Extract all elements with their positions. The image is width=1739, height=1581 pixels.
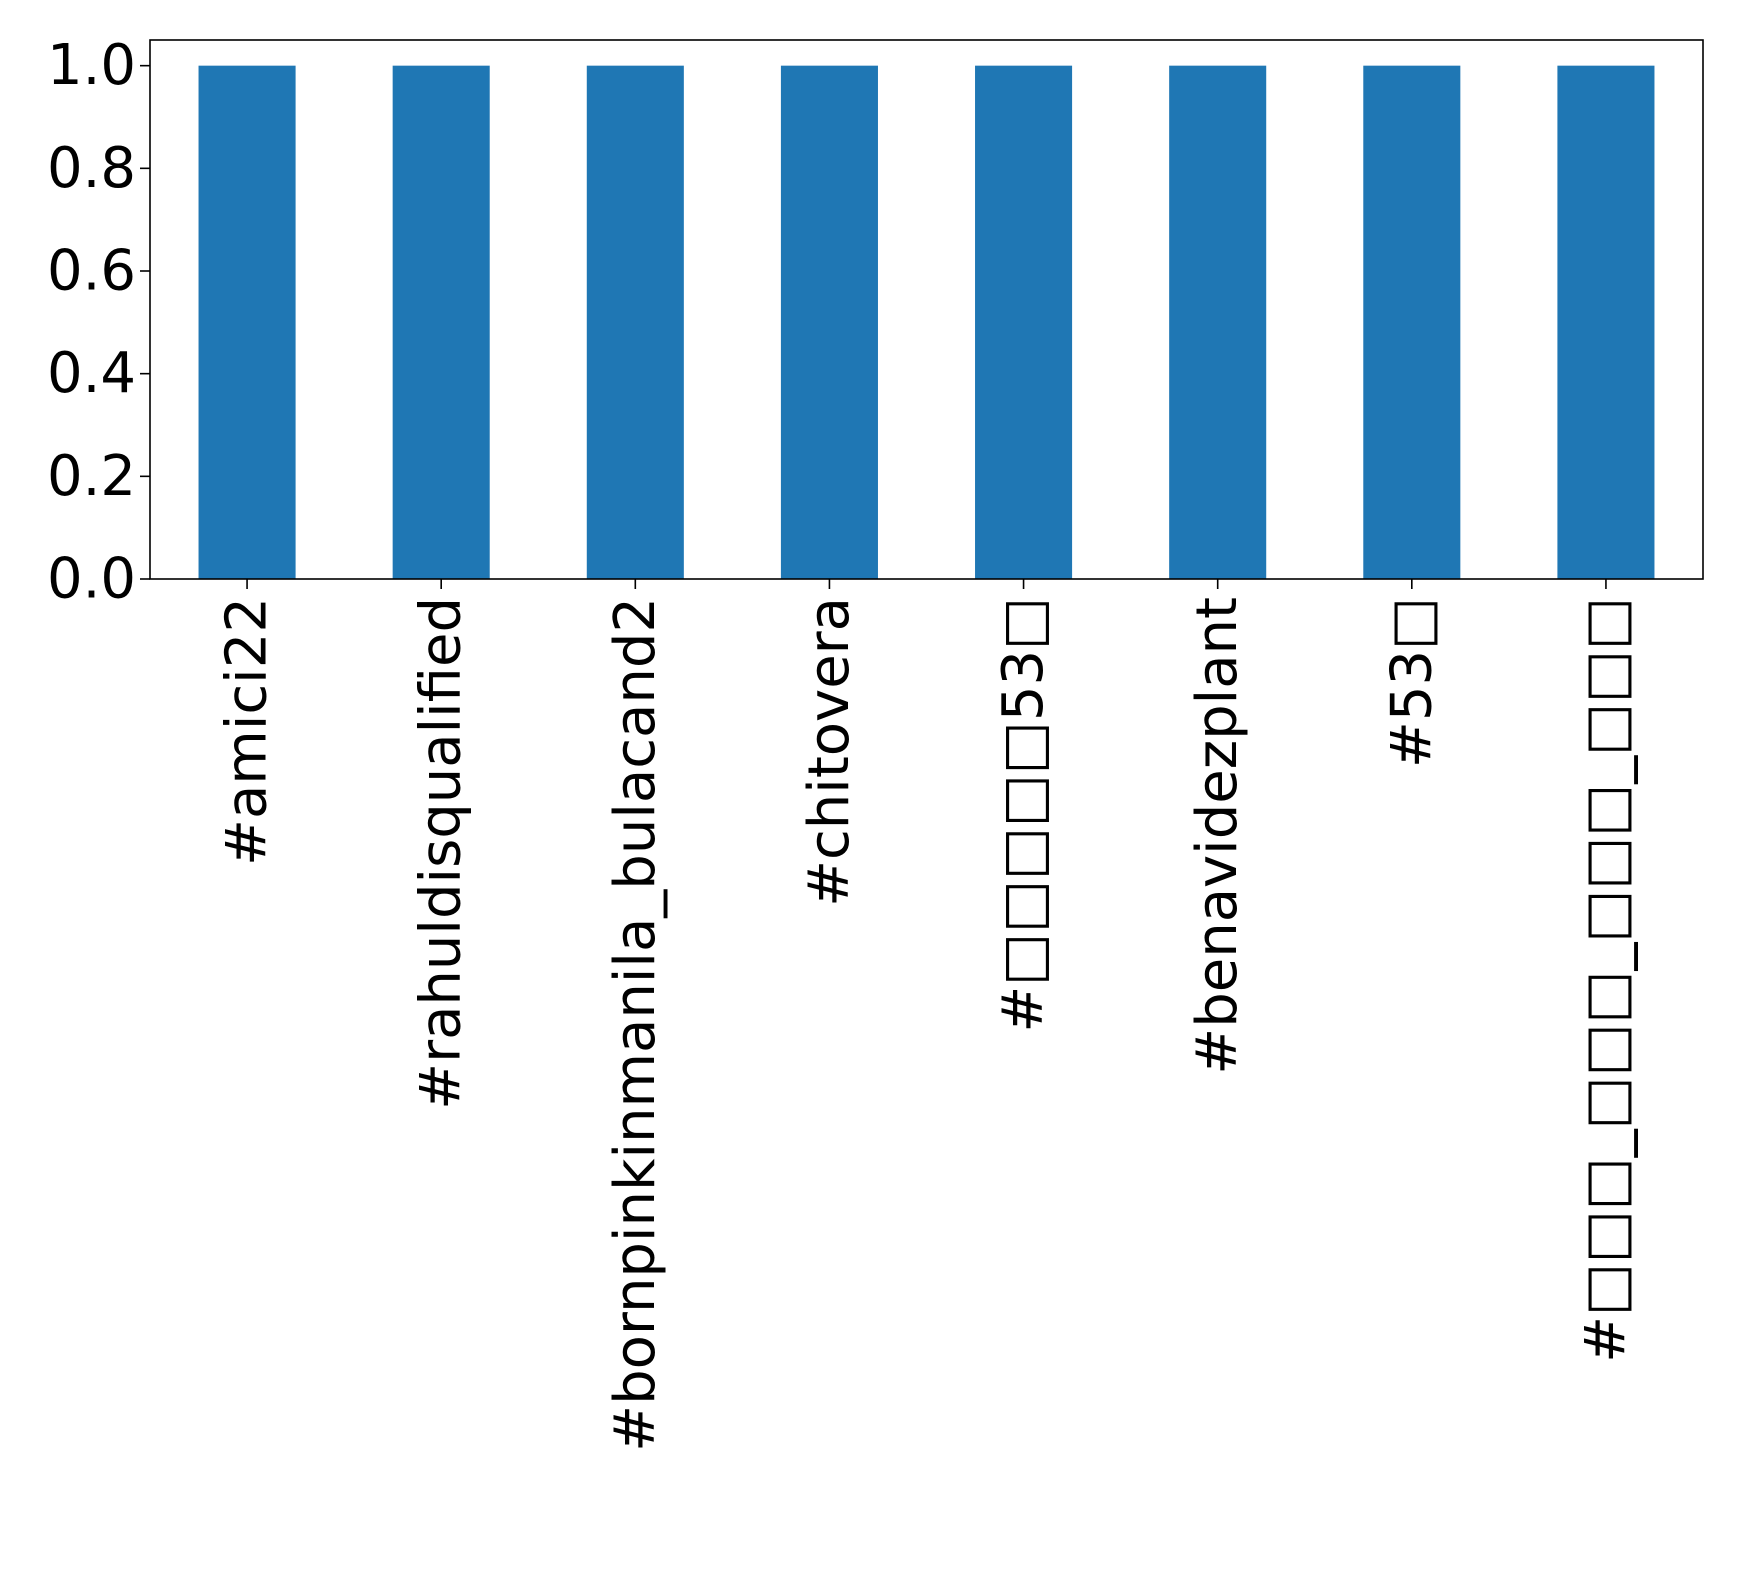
x-axis: #amici22 #rahuldisqualified #bornpinkinman… bbox=[215, 579, 1638, 1452]
bar-0 bbox=[198, 65, 296, 579]
bars-group bbox=[198, 65, 1655, 579]
x-tick-label-3: #chitovera bbox=[797, 597, 862, 907]
y-tick-label-1: 0.2 bbox=[47, 444, 136, 509]
y-axis: 0.0 0.2 0.4 0.6 0.8 1.0 bbox=[47, 33, 150, 612]
x-tick-label-0: #amici22 bbox=[215, 597, 280, 866]
y-tick-label-0: 0.0 bbox=[47, 547, 136, 612]
bar-6 bbox=[1363, 65, 1461, 579]
x-tick-label-4: #□□□□□53□ bbox=[991, 597, 1056, 1033]
bar-5 bbox=[1169, 65, 1267, 579]
x-tick-label-7: #□□□_□□□_□□□_□□□ bbox=[1573, 597, 1638, 1363]
bar-4 bbox=[975, 65, 1073, 579]
bar-1 bbox=[392, 65, 490, 579]
x-tick-label-6: #53□ bbox=[1379, 597, 1444, 768]
y-tick-label-2: 0.4 bbox=[47, 341, 136, 406]
y-tick-label-3: 0.6 bbox=[47, 239, 136, 304]
x-tick-label-1: #rahuldisqualified bbox=[409, 597, 474, 1110]
x-tick-label-5: #benavidezplant bbox=[1185, 597, 1250, 1075]
plot-frame bbox=[149, 39, 1704, 580]
y-tick-label-4: 0.8 bbox=[47, 136, 136, 201]
y-tick-label-5: 1.0 bbox=[47, 33, 136, 98]
bar-7 bbox=[1557, 65, 1655, 579]
x-tick-label-2: #bornpinkinmanila_bulacand2 bbox=[603, 597, 668, 1452]
bar-2 bbox=[586, 65, 684, 579]
bar-3 bbox=[780, 65, 878, 579]
